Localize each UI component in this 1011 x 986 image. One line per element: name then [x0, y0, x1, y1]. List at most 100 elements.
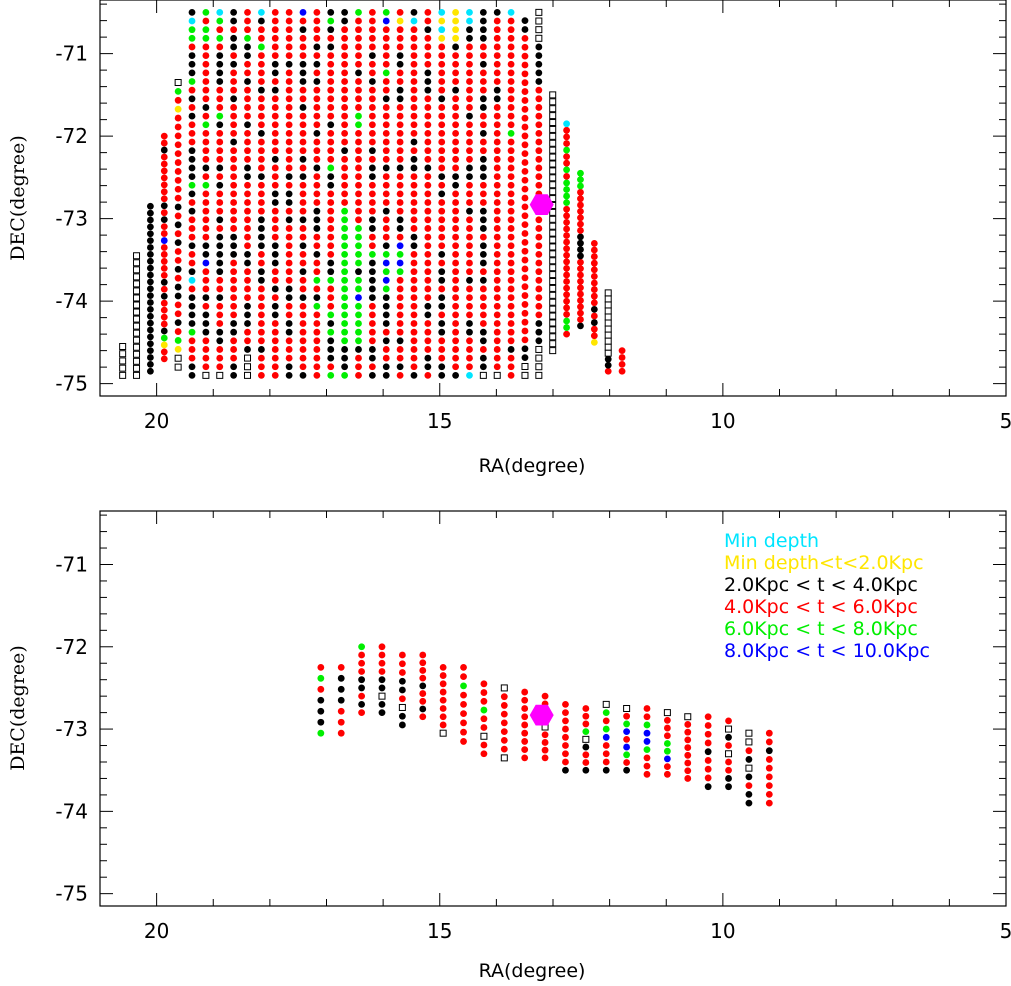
top-point-green: [368, 250, 376, 258]
top-point-black: [257, 242, 265, 250]
top-point-red: [466, 60, 473, 68]
top-point-red: [188, 129, 196, 137]
bottom-point-red: [480, 689, 488, 696]
top-point-red: [618, 360, 626, 368]
bottom-point-blue: [623, 728, 631, 736]
top-point-red: [424, 199, 432, 206]
top-point-red: [493, 173, 501, 180]
top-point-red: [452, 268, 460, 276]
top-point-blue: [299, 8, 307, 16]
top-point-red: [313, 112, 321, 120]
top-point-black: [382, 294, 390, 301]
top-point-red: [521, 221, 529, 229]
top-point-red: [382, 43, 390, 51]
top-point-red: [507, 155, 515, 163]
top-point-red: [271, 112, 279, 120]
bottom-x-tick-label: 15: [427, 919, 452, 943]
top-point-black: [382, 95, 390, 103]
top-point-red: [382, 147, 390, 155]
top-point-black: [535, 337, 543, 345]
top-point-cyan: [466, 371, 473, 379]
top-point-empty: [133, 336, 141, 344]
top-point-red: [438, 112, 446, 120]
top-point-red: [202, 129, 210, 137]
top-point-red: [563, 291, 570, 299]
top-point-empty: [479, 371, 487, 379]
top-point-red: [188, 337, 196, 345]
top-point-red: [216, 173, 224, 180]
top-point-red: [216, 346, 224, 353]
top-point-red: [507, 371, 515, 379]
top-point-black: [216, 294, 224, 301]
top-point-red: [618, 367, 626, 375]
top-point-empty: [493, 371, 501, 379]
top-point-red: [202, 268, 210, 276]
top-point-red: [577, 309, 584, 317]
top-point-red: [244, 8, 251, 16]
legend-entry-4-6kpc: 4.0Kpc < t < 6.0Kpc: [724, 596, 918, 618]
top-point-red: [327, 363, 335, 371]
bottom-point-red: [562, 725, 569, 733]
top-point-red: [493, 302, 501, 310]
top-point-red: [257, 60, 265, 68]
bottom-point-black: [358, 676, 366, 684]
top-point-red: [521, 283, 529, 291]
top-point-red: [257, 199, 265, 206]
top-point-black: [577, 322, 584, 330]
top-point-black: [188, 190, 196, 198]
top-point-black: [285, 285, 293, 293]
top-point-red: [507, 233, 515, 241]
top-point-red: [285, 147, 293, 155]
top-point-red: [188, 285, 196, 293]
top-point-red: [244, 225, 251, 232]
top-point-black: [230, 138, 238, 146]
top-point-red: [230, 181, 238, 189]
top-point-black: [216, 164, 224, 172]
bottom-point-red: [419, 690, 427, 697]
top-point-red: [216, 276, 224, 284]
top-point-black: [271, 285, 279, 293]
bottom-point-black: [745, 790, 753, 798]
top-point-red: [188, 354, 196, 362]
top-point-green: [341, 328, 349, 336]
bottom-point-red: [725, 766, 732, 774]
top-point-red: [438, 233, 446, 241]
top-point-black: [479, 337, 487, 345]
top-point-red: [299, 147, 307, 155]
top-point-red: [271, 129, 279, 137]
top-point-red: [368, 190, 376, 198]
top-point-green: [382, 285, 390, 293]
bottom-point-red: [643, 713, 651, 721]
top-point-red: [327, 34, 335, 42]
top-point-black: [285, 199, 293, 206]
top-point-black: [244, 259, 251, 267]
bottom-point-red: [765, 729, 773, 737]
top-point-black: [410, 371, 418, 379]
top-point-red: [216, 155, 224, 163]
top-point-red: [577, 227, 584, 234]
top-point-red: [202, 52, 210, 59]
top-point-green: [563, 192, 570, 200]
top-point-red: [382, 52, 390, 59]
top-point-red: [521, 159, 529, 166]
top-point-red: [299, 250, 307, 258]
bottom-point-empty: [398, 703, 406, 711]
top-point-red: [563, 232, 570, 239]
top-point-blue: [202, 259, 210, 267]
top-point-red: [590, 272, 598, 280]
top-point-red: [368, 181, 376, 189]
top-point-red: [507, 216, 515, 224]
top-point-red: [244, 199, 251, 206]
top-point-red: [424, 138, 432, 146]
top-point-red: [535, 129, 543, 137]
top-point-green: [355, 259, 362, 267]
bottom-point-red: [419, 713, 427, 721]
bottom-point-red: [378, 659, 386, 667]
top-point-cyan: [410, 17, 418, 25]
top-point-red: [271, 34, 279, 42]
top-point-red: [160, 153, 168, 161]
top-point-red: [313, 155, 321, 163]
top-point-black: [604, 361, 612, 369]
top-point-red: [202, 337, 210, 345]
top-point-black: [396, 86, 404, 94]
